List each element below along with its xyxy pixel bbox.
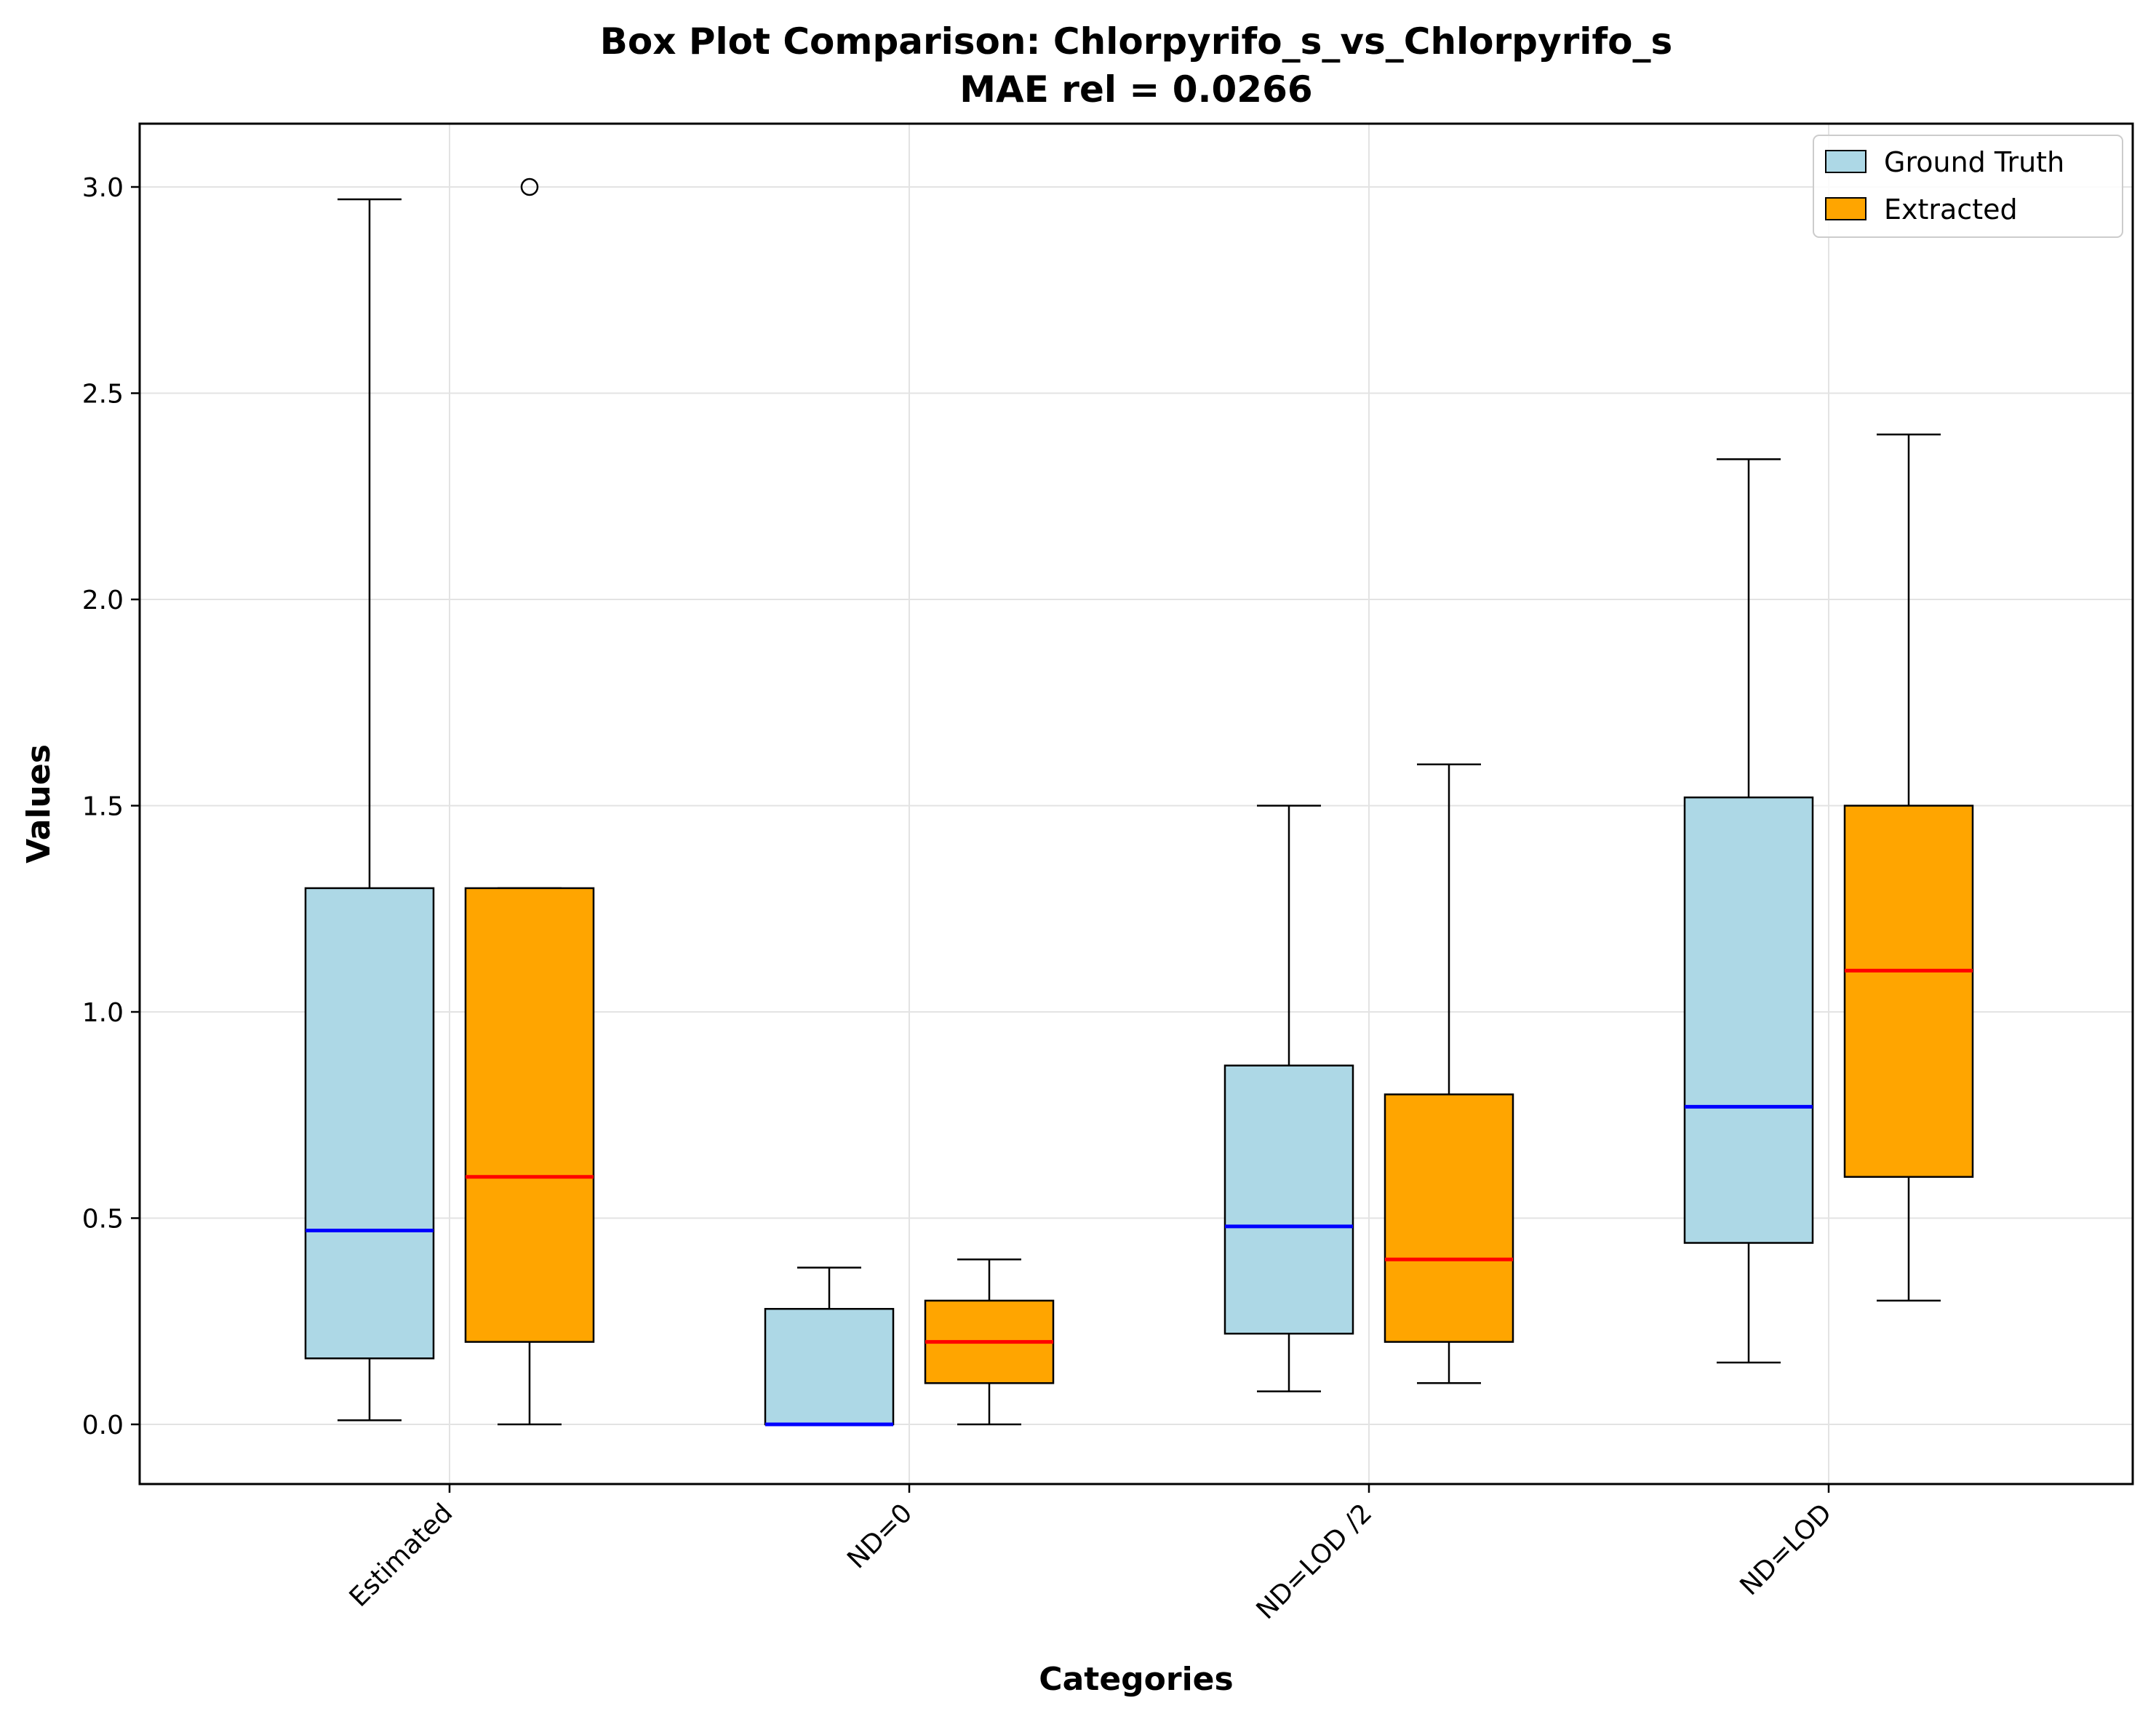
iqr-box <box>304 887 435 1360</box>
box-1-0 <box>464 178 595 1426</box>
iqr-box <box>1683 796 1814 1244</box>
y-tick-label: 0.0 <box>82 1411 124 1440</box>
iqr-box <box>764 1307 895 1426</box>
legend-frame <box>1813 135 2123 238</box>
legend-swatch-ground-truth <box>1825 150 1866 173</box>
box-0-1 <box>764 1267 895 1427</box>
box-1-1 <box>924 1258 1055 1426</box>
box-0-3 <box>1683 458 1814 1364</box>
box-0-2 <box>1223 805 1354 1392</box>
iqr-box <box>1843 805 1974 1178</box>
y-tick-label: 1.0 <box>82 998 124 1028</box>
outlier-point <box>520 178 539 196</box>
legend-swatch-extracted <box>1825 197 1866 220</box>
legend-label-extracted: Extracted <box>1884 194 2018 226</box>
y-tick-label: 2.0 <box>82 586 124 615</box>
iqr-box <box>1223 1064 1354 1335</box>
y-tick-label: 2.5 <box>82 380 124 410</box>
chart-title: Box Plot Comparison: Chlorpyrifo_s_vs_Ch… <box>600 20 1672 63</box>
box-1-2 <box>1384 763 1514 1384</box>
iqr-box <box>464 887 595 1343</box>
y-tick-label: 3.0 <box>82 173 124 203</box>
y-tick-label: 1.5 <box>82 792 124 822</box>
box-series <box>304 178 1974 1427</box>
chart-subtitle: MAE rel = 0.0266 <box>959 68 1312 111</box>
x-axis-label: Categories <box>1039 1661 1233 1698</box>
y-axis-label: Values <box>20 744 57 864</box>
legend: Ground Truth Extracted <box>1813 135 2123 238</box>
y-tick-label: 0.5 <box>82 1205 124 1235</box>
box-1-3 <box>1843 433 1974 1302</box>
y-axis-ticks: 0.0 0.5 1.0 1.5 2.0 2.5 3.0 <box>82 173 140 1440</box>
iqr-box <box>1384 1093 1514 1343</box>
box-0-0 <box>304 198 435 1421</box>
legend-label-ground-truth: Ground Truth <box>1884 146 2064 178</box>
plot-frame <box>138 122 2134 1485</box>
